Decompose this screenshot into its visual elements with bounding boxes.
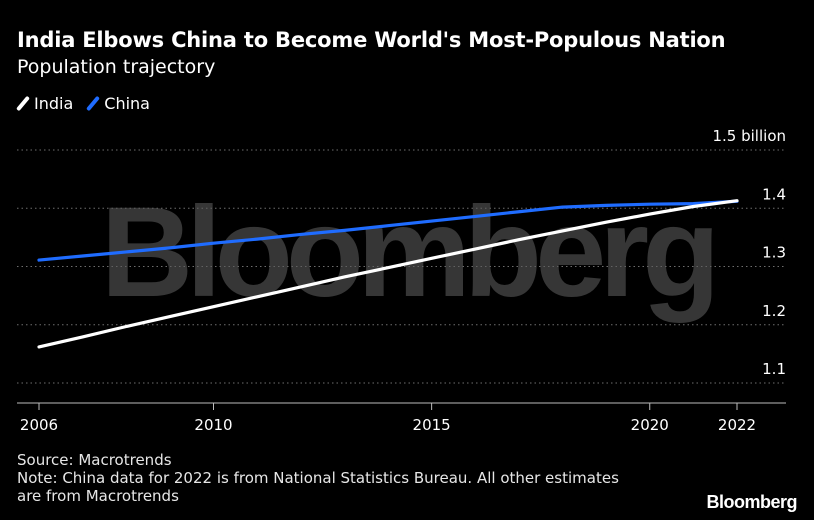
line-chart: Bloomberg 1.11.21.31.41.5 billion 2006 20… (17, 127, 787, 434)
note-text-line2: are from Macrotrends (17, 487, 179, 505)
series-line-china (37, 199, 739, 262)
legend-item-china: China (86, 94, 150, 113)
y-tick-label: 1.4 (762, 185, 786, 203)
x-axis-labels: 2006 2010 2015 2020 2022 (20, 416, 756, 434)
legend-label-india: India (34, 94, 74, 113)
legend-item-india: India (16, 94, 74, 113)
note-text-line1: Note: China data for 2022 is from Nation… (17, 469, 619, 487)
y-axis-labels: 1.1 1.2 1.3 1.4 1.5 billion (713, 127, 787, 378)
source-note: Source: Macrotrends Note: China data for… (17, 451, 697, 505)
chart-subtitle: Population trajectory (17, 56, 216, 78)
x-tick-label: 2020 (631, 416, 669, 434)
x-tick-label: 2022 (718, 416, 756, 434)
legend: India China (16, 94, 164, 113)
x-axis (17, 402, 786, 410)
y-tick-label: 1.1 (762, 360, 786, 378)
y-tick-label: 1.2 (762, 302, 786, 320)
y-tick-label: 1.5 billion (713, 127, 787, 145)
bloomberg-logo: Bloomberg (706, 492, 797, 512)
x-tick-label: 2010 (194, 416, 232, 434)
x-tick-label: 2006 (20, 416, 58, 434)
bloomberg-watermark: Bloomberg (101, 181, 714, 324)
y-tick-label: 1.3 (762, 244, 786, 262)
series-lines (37, 199, 739, 349)
source-text: Source: Macrotrends (17, 451, 172, 469)
legend-label-china: China (104, 94, 150, 113)
series-line-india (37, 199, 739, 349)
chart-title: India Elbows China to Become World's Mos… (17, 28, 726, 52)
x-tick-label: 2015 (413, 416, 451, 434)
